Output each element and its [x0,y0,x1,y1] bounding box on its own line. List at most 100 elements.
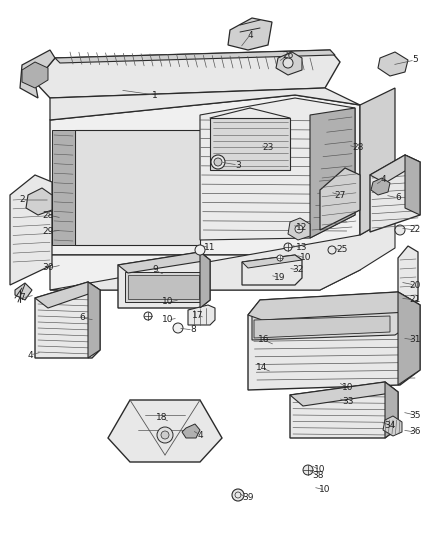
Text: 10: 10 [300,254,312,262]
Text: 33: 33 [342,398,354,407]
Text: 4: 4 [247,30,253,39]
Polygon shape [50,95,360,255]
Circle shape [144,312,152,320]
Polygon shape [248,292,420,320]
Text: 18: 18 [156,414,168,423]
Polygon shape [35,282,100,308]
Polygon shape [52,130,75,245]
Text: 1: 1 [152,91,158,100]
Polygon shape [200,98,355,240]
Text: 28: 28 [42,211,54,220]
Polygon shape [252,300,415,340]
Polygon shape [75,130,200,245]
Polygon shape [50,235,360,290]
Circle shape [328,246,336,254]
Text: 34: 34 [384,421,396,430]
Polygon shape [50,215,395,290]
Text: 10: 10 [314,465,326,474]
Polygon shape [26,188,52,215]
Polygon shape [20,50,55,98]
Text: 6: 6 [395,193,401,203]
Polygon shape [254,316,390,338]
Text: 21: 21 [410,295,420,304]
Polygon shape [378,52,408,76]
Text: 22: 22 [410,225,420,235]
Polygon shape [10,175,52,285]
Text: 4: 4 [380,175,386,184]
Polygon shape [210,118,290,170]
Circle shape [395,225,405,235]
Text: 35: 35 [409,410,421,419]
Polygon shape [50,88,360,120]
Polygon shape [383,416,402,436]
Polygon shape [125,272,202,302]
Text: 17: 17 [192,311,204,319]
Text: 10: 10 [162,316,174,325]
Polygon shape [290,382,398,438]
Circle shape [173,323,183,333]
Text: 10: 10 [342,384,354,392]
Text: 32: 32 [292,265,304,274]
Circle shape [295,225,303,233]
Text: 29: 29 [42,228,54,237]
Polygon shape [182,424,200,438]
Text: 6: 6 [79,313,85,322]
Text: 2: 2 [19,196,25,205]
Text: 31: 31 [409,335,421,344]
Text: 11: 11 [204,244,216,253]
Polygon shape [108,400,222,462]
Circle shape [161,431,169,439]
Circle shape [214,158,222,166]
Polygon shape [370,155,420,183]
Circle shape [232,489,244,501]
Text: 7: 7 [19,294,25,303]
Text: 13: 13 [296,244,308,253]
Text: 5: 5 [412,55,418,64]
Polygon shape [320,168,360,230]
Polygon shape [228,18,272,50]
Polygon shape [55,50,335,63]
Text: 27: 27 [334,190,346,199]
Polygon shape [118,252,210,308]
Text: 20: 20 [410,280,420,289]
Polygon shape [118,252,210,273]
Polygon shape [405,155,420,215]
Text: 19: 19 [274,273,286,282]
Text: 12: 12 [297,223,307,232]
Polygon shape [35,50,340,98]
Text: 4: 4 [197,431,203,440]
Circle shape [284,243,292,251]
Text: 14: 14 [256,364,268,373]
Text: 25: 25 [336,246,348,254]
Text: 3: 3 [235,160,241,169]
Polygon shape [276,52,302,75]
Text: 36: 36 [409,427,421,437]
Circle shape [195,245,205,255]
Polygon shape [360,88,395,235]
Text: 4: 4 [27,351,33,359]
Polygon shape [188,305,215,325]
Polygon shape [371,178,390,195]
Polygon shape [128,275,199,299]
Text: 8: 8 [190,326,196,335]
Polygon shape [310,108,355,238]
Text: 30: 30 [42,263,54,272]
Circle shape [211,155,225,169]
Text: 28: 28 [352,143,364,152]
Polygon shape [88,282,100,358]
Polygon shape [35,282,100,358]
Polygon shape [385,382,398,438]
Text: 16: 16 [258,335,270,344]
Polygon shape [242,255,302,285]
Circle shape [283,58,293,68]
Text: 9: 9 [152,265,158,274]
Circle shape [277,255,283,261]
Text: 26: 26 [283,51,294,60]
Text: 10: 10 [162,297,174,306]
Polygon shape [288,218,310,240]
Polygon shape [242,255,302,268]
Polygon shape [200,252,210,308]
Polygon shape [398,246,418,308]
Polygon shape [290,382,398,406]
Circle shape [303,465,313,475]
